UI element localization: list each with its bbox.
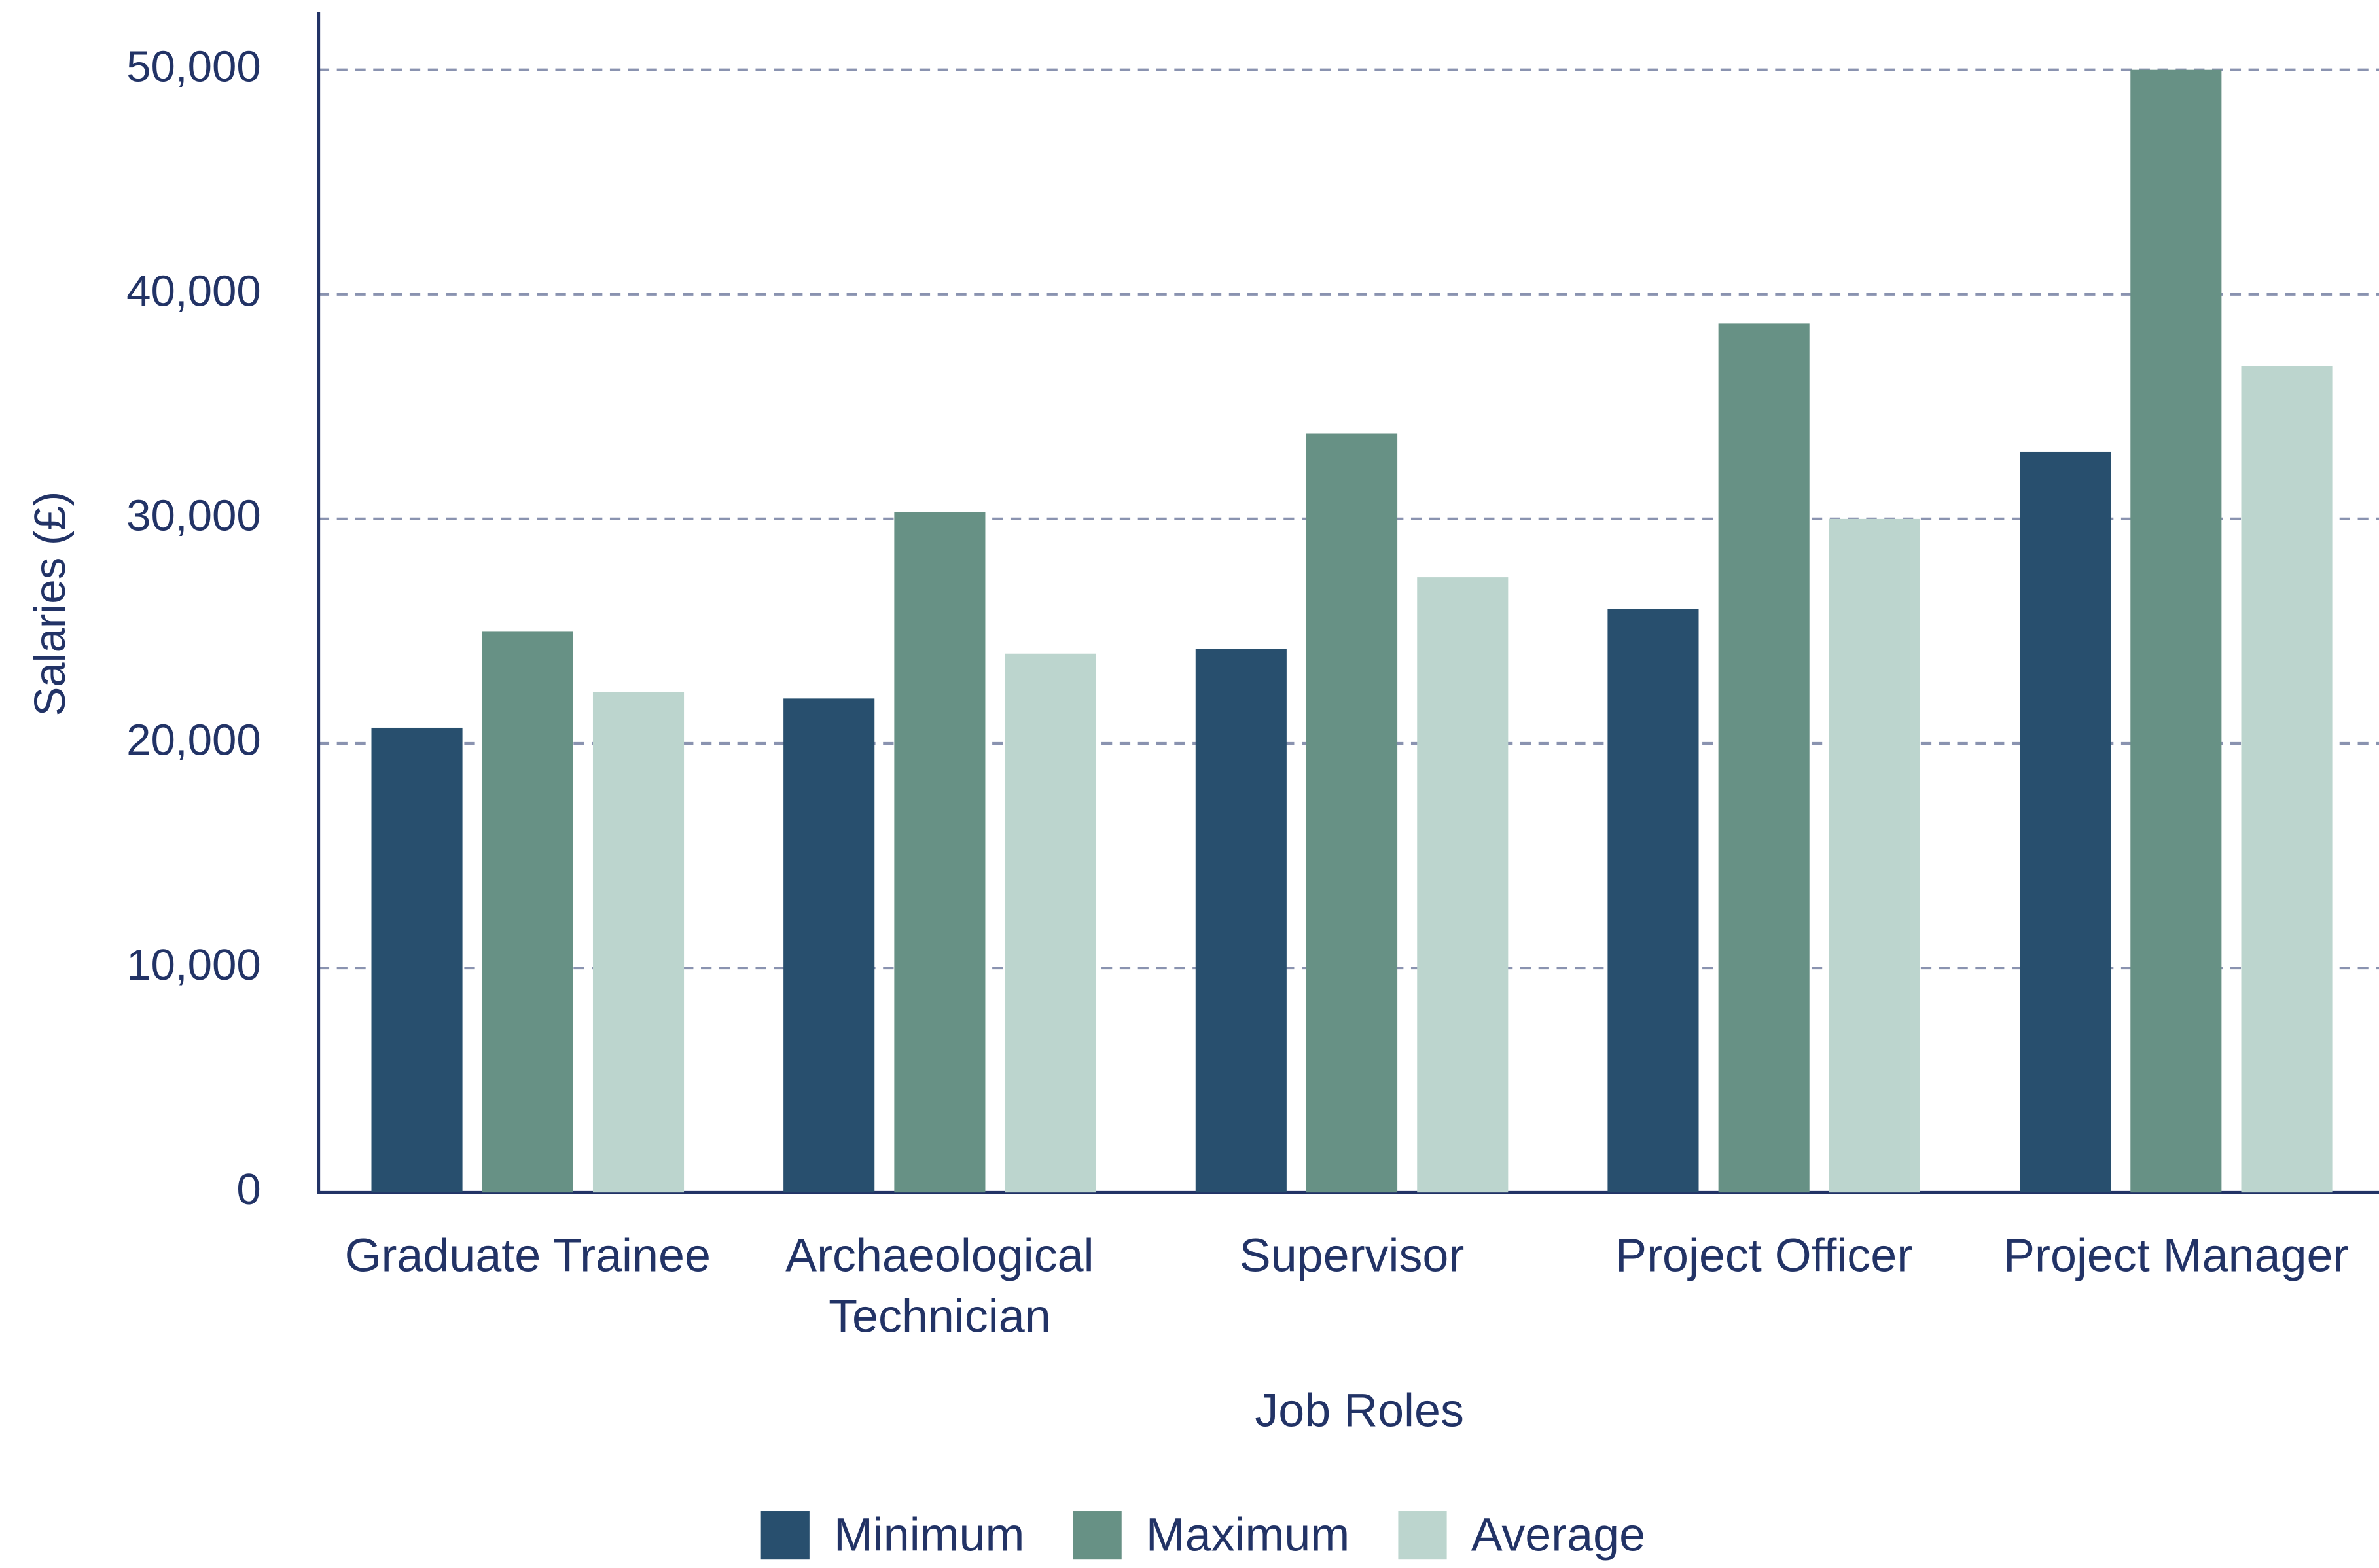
bar xyxy=(371,727,463,1193)
bar xyxy=(592,692,685,1193)
legend-label: Maximum xyxy=(1146,1509,1350,1561)
x-tick-label: Project Officer xyxy=(1615,1228,1913,1282)
y-tick-label: 10,000 xyxy=(126,940,261,989)
bar xyxy=(1417,577,1509,1193)
bar xyxy=(2241,366,2333,1193)
x-tick-label: Graduate Trainee xyxy=(344,1228,711,1282)
legend-label: Average xyxy=(1471,1509,1645,1561)
bar xyxy=(1195,649,1287,1193)
x-axis-title: Job Roles xyxy=(1255,1385,1464,1437)
legend-item: Maximum xyxy=(1073,1509,1350,1561)
legend-item: Minimum xyxy=(760,1509,1024,1561)
bar xyxy=(2020,451,2111,1193)
legend-swatch xyxy=(1073,1511,1122,1560)
y-tick-label: 50,000 xyxy=(126,42,261,91)
x-tick-label: Archaeological Technician xyxy=(785,1228,1094,1343)
x-tick-label-box: Archaeological Technician xyxy=(785,1228,1094,1343)
bar xyxy=(783,698,875,1193)
bar xyxy=(2130,69,2222,1193)
bar xyxy=(1306,433,1398,1193)
x-tick-label-box: Supervisor xyxy=(1239,1228,1465,1282)
y-axis-title: Salaries (£) xyxy=(26,491,75,717)
x-tick-label: Supervisor xyxy=(1239,1228,1465,1282)
legend-item: Average xyxy=(1398,1509,1645,1561)
legend-label: Minimum xyxy=(834,1509,1024,1561)
bar xyxy=(1005,653,1096,1193)
bar xyxy=(482,631,573,1193)
legend-swatch xyxy=(1398,1511,1447,1560)
x-tick-label-box: Project Officer xyxy=(1615,1228,1913,1282)
x-tick-label-box: Graduate Trainee xyxy=(344,1228,711,1282)
legend-swatch xyxy=(760,1511,810,1560)
bar xyxy=(1718,323,1810,1193)
y-tick-label: 0 xyxy=(236,1165,260,1214)
bar xyxy=(894,512,986,1193)
y-tick-label: 40,000 xyxy=(126,267,261,316)
y-tick-label: 20,000 xyxy=(126,716,261,765)
x-tick-label: Project Manager xyxy=(2003,1228,2349,1282)
bar xyxy=(1607,609,1699,1193)
x-tick-label-box: Project Manager xyxy=(2003,1228,2349,1282)
y-tick-label: 30,000 xyxy=(126,491,261,541)
bar xyxy=(1829,518,1920,1193)
